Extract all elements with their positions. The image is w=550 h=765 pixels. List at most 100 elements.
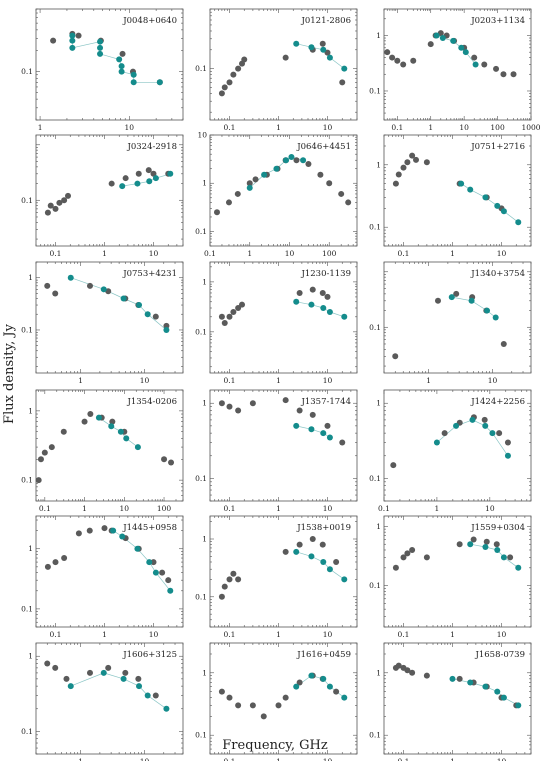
archival-point bbox=[35, 477, 42, 484]
archival-point bbox=[86, 669, 93, 676]
archival-point bbox=[152, 692, 159, 699]
measured-point bbox=[134, 545, 141, 552]
x-tick-label: 10 bbox=[149, 249, 159, 258]
archival-point bbox=[44, 209, 51, 216]
panel-J0048+0640: 1 10 0.1 J0048+0640 bbox=[21, 8, 184, 132]
x-tick-label: 100 bbox=[490, 123, 505, 132]
archival-point bbox=[413, 156, 420, 163]
archival-point bbox=[493, 65, 500, 72]
model-line bbox=[296, 551, 345, 580]
archival-point bbox=[163, 322, 170, 329]
x-tick-label: 0.1 bbox=[224, 123, 236, 132]
measured-point bbox=[320, 305, 327, 312]
panel-title: J1424+2256 bbox=[470, 397, 525, 407]
x-tick-label: 1 bbox=[428, 123, 433, 132]
archival-point bbox=[296, 289, 303, 296]
archival-point bbox=[496, 430, 503, 437]
archival-point bbox=[48, 444, 55, 451]
archival-point bbox=[400, 554, 407, 561]
y-tick-label: 0.1 bbox=[369, 581, 381, 590]
x-tick-label: 10 bbox=[140, 376, 150, 385]
measured-point bbox=[467, 186, 474, 193]
x-tick-label: 10 bbox=[497, 630, 507, 639]
measured-point bbox=[163, 326, 170, 333]
measured-point bbox=[326, 683, 333, 690]
x-tick-label: 10 bbox=[323, 630, 333, 639]
panel-title: J1606+3125 bbox=[122, 650, 177, 660]
archival-point bbox=[400, 61, 407, 68]
measured-point bbox=[100, 286, 107, 293]
panel-J1340+3754: 1 10 0.1 J1340+3754 bbox=[369, 261, 532, 385]
panel-title: J0203+1134 bbox=[470, 16, 525, 26]
panel-J1354-0206: 0.1 1 10 100 0.1 1 J1354-0206 bbox=[21, 389, 184, 513]
measured-point bbox=[163, 705, 170, 712]
archival-point bbox=[471, 54, 478, 61]
y-tick-label: 1 bbox=[28, 406, 33, 415]
x-tick-label: 10 bbox=[323, 123, 333, 132]
archival-point bbox=[75, 530, 82, 537]
measured-point bbox=[500, 554, 507, 561]
x-tick-label: 0.1 bbox=[398, 630, 410, 639]
x-tick-label: 0.1 bbox=[224, 504, 236, 513]
measured-point bbox=[469, 416, 476, 423]
y-tick-label: 0.1 bbox=[195, 731, 207, 740]
measured-point bbox=[448, 294, 455, 301]
archival-point bbox=[235, 65, 242, 72]
panel-frame bbox=[383, 642, 532, 755]
x-tick-label: 10 bbox=[488, 376, 498, 385]
archival-point bbox=[333, 558, 340, 565]
archival-point bbox=[392, 564, 399, 571]
y-tick-label: 1 bbox=[202, 277, 207, 286]
measured-point bbox=[69, 44, 76, 51]
measured-point bbox=[123, 435, 130, 442]
x-tick-label: 1 bbox=[78, 376, 83, 385]
x-tick-label: 1 bbox=[276, 123, 281, 132]
measured-point bbox=[308, 672, 315, 679]
x-tick-label: 1 bbox=[78, 757, 83, 761]
y-tick-label: 1 bbox=[28, 273, 33, 282]
panel-frame bbox=[383, 389, 532, 502]
model-line bbox=[70, 672, 167, 710]
archival-point bbox=[504, 439, 511, 446]
measured-point bbox=[130, 79, 137, 86]
measured-point bbox=[453, 422, 460, 429]
archival-point bbox=[249, 400, 256, 407]
y-tick-label: 0.1 bbox=[195, 592, 207, 601]
x-tick-label: 1 bbox=[102, 249, 107, 258]
x-tick-label: 0.1 bbox=[50, 630, 62, 639]
archival-point bbox=[246, 180, 253, 187]
archival-point bbox=[309, 411, 316, 418]
model-line bbox=[70, 277, 167, 331]
archival-point bbox=[61, 555, 68, 562]
x-tick-label: 10 bbox=[323, 757, 333, 761]
measured-point bbox=[494, 546, 501, 553]
archival-point bbox=[75, 32, 82, 39]
panel-title: J1445+0958 bbox=[122, 523, 177, 533]
y-tick-label: 0.1 bbox=[195, 327, 207, 336]
panel-J0121-2806: 0.1 1 10 0.1 J0121-2806 bbox=[195, 8, 358, 132]
archival-point bbox=[86, 282, 93, 289]
measured-point bbox=[326, 434, 333, 441]
panel-J0324-2918: 0.1 1 10 0.1 J0324-2918 bbox=[21, 134, 184, 258]
archival-point bbox=[239, 301, 246, 308]
panel-frame bbox=[35, 134, 184, 247]
measured-point bbox=[95, 414, 102, 421]
measured-point bbox=[110, 527, 117, 534]
archival-point bbox=[389, 54, 396, 61]
archival-point bbox=[50, 37, 57, 44]
archival-point bbox=[165, 577, 172, 584]
archival-point bbox=[221, 583, 228, 590]
measured-point bbox=[494, 202, 501, 209]
y-tick-label: 1 bbox=[202, 534, 207, 543]
x-tick-label: 10 bbox=[497, 249, 507, 258]
measured-point bbox=[341, 313, 348, 320]
measured-point bbox=[120, 295, 127, 302]
panel-frame bbox=[35, 515, 184, 628]
measured-point bbox=[146, 559, 153, 566]
measured-point bbox=[136, 302, 143, 309]
archival-point bbox=[410, 57, 417, 64]
measured-point bbox=[144, 692, 151, 699]
archival-point bbox=[481, 61, 488, 68]
model-line bbox=[452, 678, 519, 706]
